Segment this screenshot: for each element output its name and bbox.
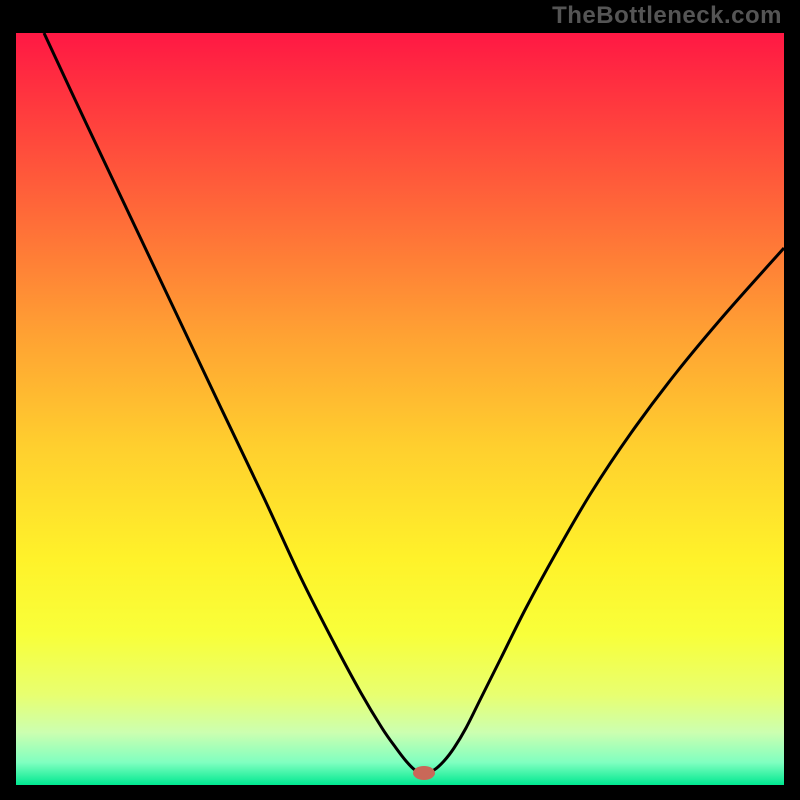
chart-frame: TheBottleneck.com bbox=[0, 0, 800, 800]
bottleneck-curve bbox=[16, 33, 784, 785]
watermark-text: TheBottleneck.com bbox=[552, 2, 782, 30]
plot-area bbox=[16, 33, 784, 785]
vertex-marker bbox=[413, 766, 435, 780]
